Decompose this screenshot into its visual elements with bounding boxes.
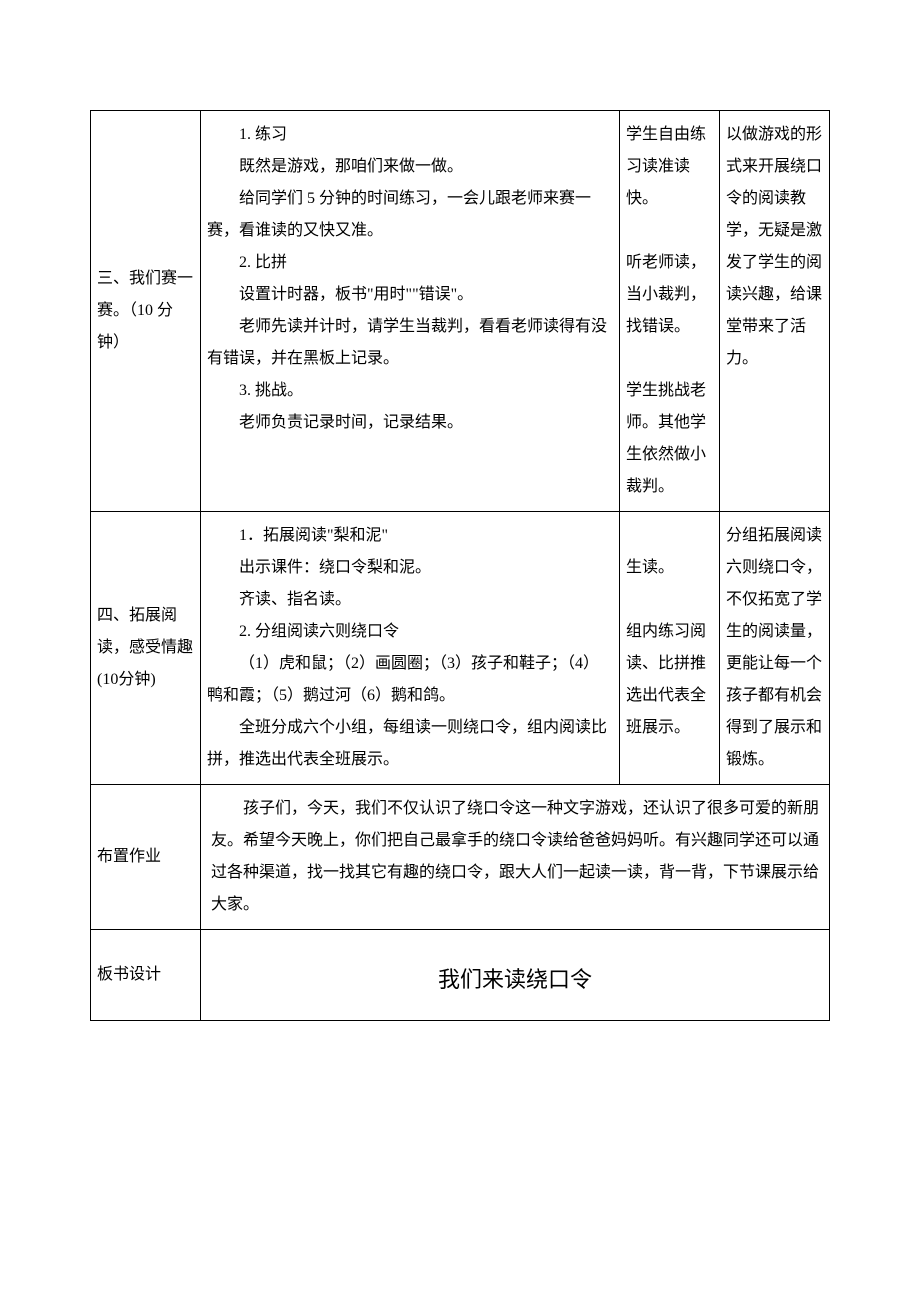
table-row: 布置作业 孩子们，今天，我们不仅认识了绕口令这一种文字游戏，还认识了很多可爱的新…	[91, 785, 830, 930]
homework-cell: 孩子们，今天，我们不仅认识了绕口令这一种文字游戏，还认识了很多可爱的新朋友。希望…	[201, 785, 830, 930]
lesson-plan-table: 三、我们赛一赛。（10 分钟） 1. 练习 既然是游戏，那咱们来做一做。 给同学…	[90, 110, 830, 1021]
document-page: 三、我们赛一赛。（10 分钟） 1. 练习 既然是游戏，那咱们来做一做。 给同学…	[0, 0, 920, 1081]
comment-text: 以做游戏的形式来开展绕口令的阅读教学，无疑是激发了学生的阅读兴趣，给课堂带来了活…	[726, 119, 823, 375]
board-design-cell: 我们来读绕口令	[201, 930, 830, 1021]
table-row: 三、我们赛一赛。（10 分钟） 1. 练习 既然是游戏，那咱们来做一做。 给同学…	[91, 111, 830, 512]
content-line: 全班分成六个小组，每组读一则绕口令，组内阅读比拼，推选出代表全班展示。	[207, 712, 613, 776]
label-text: 布置作业	[97, 848, 161, 865]
content-cell: 1．拓展阅读"梨和泥" 出示课件：绕口令梨和泥。 齐读、指名读。 2. 分组阅读…	[201, 512, 620, 785]
content-line: 1．拓展阅读"梨和泥"	[207, 520, 613, 552]
student-line: 学生挑战老师。其他学生依然做小裁判。	[626, 375, 713, 503]
section-label: 四、拓展阅读，感受情趣(10分钟)	[91, 512, 201, 785]
board-title: 我们来读绕口令	[207, 938, 823, 1012]
label-text: 四、拓展阅读，感受情趣(10分钟)	[97, 607, 193, 688]
table-row: 四、拓展阅读，感受情趣(10分钟) 1．拓展阅读"梨和泥" 出示课件：绕口令梨和…	[91, 512, 830, 785]
content-line: 1. 练习	[207, 119, 613, 151]
comment-cell: 分组拓展阅读六则绕口令，不仅拓宽了学生的阅读量，更能让每一个孩子都有机会得到了展…	[720, 512, 830, 785]
student-line: 听老师读，当小裁判，找错误。	[626, 247, 713, 343]
label-text: 三、我们赛一赛。（10 分钟）	[97, 270, 193, 351]
content-line: （1）虎和鼠；（2）画圆圈；（3）孩子和鞋子；（4）鸭和霞；（5）鹅过河（6）鹅…	[207, 648, 613, 712]
comment-text: 分组拓展阅读六则绕口令，不仅拓宽了学生的阅读量，更能让每一个孩子都有机会得到了展…	[726, 520, 823, 776]
content-line: 给同学们 5 分钟的时间练习，一会儿跟老师来赛一赛，看谁读的又快又准。	[207, 183, 613, 247]
homework-text: 孩子们，今天，我们不仅认识了绕口令这一种文字游戏，还认识了很多可爱的新朋友。希望…	[211, 793, 819, 921]
content-line: 设置计时器，板书"用时""错误"。	[207, 279, 613, 311]
student-line: 学生自由练习读准读快。	[626, 119, 713, 215]
content-line: 老师负责记录时间，记录结果。	[207, 407, 613, 439]
content-line: 3. 挑战。	[207, 375, 613, 407]
student-line: 生读。	[626, 552, 713, 584]
section-label: 板书设计	[91, 930, 201, 1021]
content-line: 2. 分组阅读六则绕口令	[207, 616, 613, 648]
student-cell: 生读。 组内练习阅读、比拼推选出代表全班展示。	[620, 512, 720, 785]
content-line: 出示课件：绕口令梨和泥。	[207, 552, 613, 584]
student-line: 组内练习阅读、比拼推选出代表全班展示。	[626, 616, 713, 744]
label-text: 板书设计	[97, 966, 161, 983]
comment-cell: 以做游戏的形式来开展绕口令的阅读教学，无疑是激发了学生的阅读兴趣，给课堂带来了活…	[720, 111, 830, 512]
content-line: 既然是游戏，那咱们来做一做。	[207, 151, 613, 183]
content-line: 2. 比拼	[207, 247, 613, 279]
content-line: 齐读、指名读。	[207, 584, 613, 616]
section-label: 三、我们赛一赛。（10 分钟）	[91, 111, 201, 512]
section-label: 布置作业	[91, 785, 201, 930]
table-row: 板书设计 我们来读绕口令	[91, 930, 830, 1021]
content-line: 老师先读并计时，请学生当裁判，看看老师读得有没有错误，并在黑板上记录。	[207, 311, 613, 375]
content-cell: 1. 练习 既然是游戏，那咱们来做一做。 给同学们 5 分钟的时间练习，一会儿跟…	[201, 111, 620, 512]
student-cell: 学生自由练习读准读快。 听老师读，当小裁判，找错误。 学生挑战老师。其他学生依然…	[620, 111, 720, 512]
